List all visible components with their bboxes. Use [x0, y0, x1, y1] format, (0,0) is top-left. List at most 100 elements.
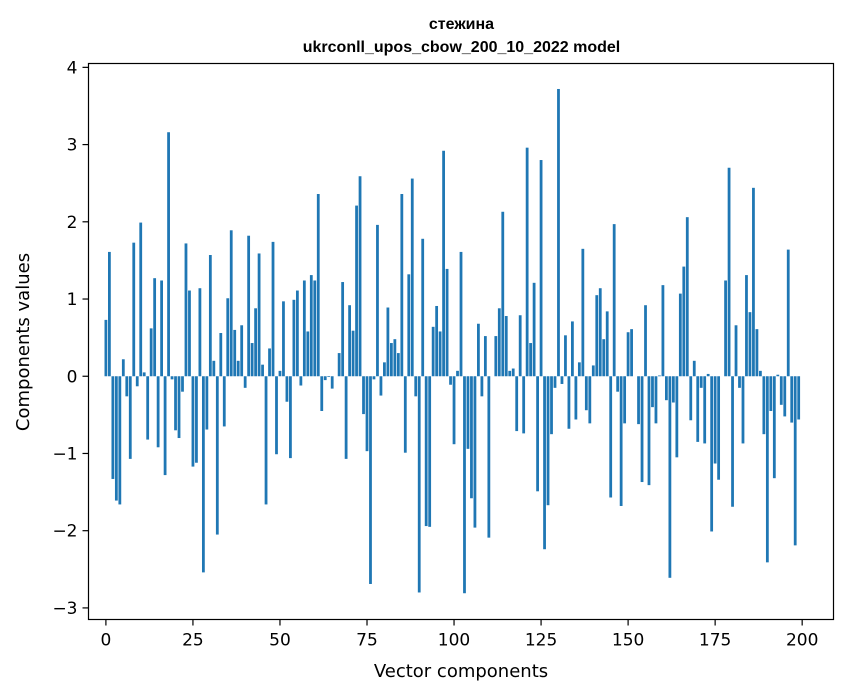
- bar: [602, 339, 606, 377]
- bar: [745, 275, 748, 377]
- bars-group: [104, 88, 801, 594]
- bar: [215, 376, 219, 535]
- bar: [452, 376, 456, 445]
- bar: [153, 278, 157, 377]
- bar: [685, 217, 689, 377]
- bar: [668, 376, 672, 578]
- bar: [348, 305, 351, 377]
- bar: [337, 353, 341, 377]
- bar: [177, 376, 181, 439]
- bar: [797, 376, 801, 420]
- bar: [424, 376, 428, 527]
- y-ticks-group: −3 −2 −1 0 1 2 3 4: [52, 58, 89, 619]
- bar: [247, 235, 251, 377]
- bar: [473, 376, 477, 528]
- bar: [226, 298, 230, 377]
- bar: [466, 376, 470, 449]
- bar: [762, 376, 766, 435]
- bar: [644, 305, 647, 377]
- y-tick-label: 0: [67, 367, 78, 387]
- bar: [410, 178, 414, 377]
- bar: [108, 251, 111, 377]
- bar: [696, 376, 700, 442]
- bar: [135, 376, 139, 387]
- bar: [393, 339, 397, 377]
- bar: [525, 147, 529, 377]
- bar: [557, 88, 560, 377]
- bar: [254, 308, 257, 377]
- bar: [407, 274, 411, 377]
- bar: [692, 360, 696, 377]
- bar: [170, 376, 174, 380]
- bar: [299, 376, 303, 386]
- bar: [504, 316, 508, 377]
- bar: [421, 238, 425, 377]
- bar: [609, 376, 613, 498]
- bar: [567, 376, 571, 429]
- x-tick-label: 200: [786, 631, 818, 651]
- bar: [146, 376, 150, 440]
- bar: [219, 333, 223, 377]
- bar: [396, 353, 400, 377]
- bar: [250, 343, 254, 377]
- bar: [383, 362, 386, 377]
- bar: [581, 248, 585, 377]
- bar: [264, 376, 268, 505]
- bar: [417, 376, 421, 593]
- bar: [584, 376, 588, 411]
- bar: [550, 376, 553, 435]
- bar: [647, 376, 651, 486]
- bar: [546, 376, 550, 506]
- bar: [188, 290, 191, 377]
- bar: [536, 376, 539, 492]
- bar: [671, 376, 675, 403]
- bar: [306, 331, 310, 377]
- bar: [289, 376, 292, 459]
- bar: [626, 332, 630, 377]
- bar: [710, 376, 714, 532]
- bar: [125, 376, 129, 397]
- bar: [532, 282, 536, 377]
- bar: [449, 376, 452, 385]
- bar: [191, 376, 195, 467]
- bar: [783, 376, 787, 417]
- bar: [111, 376, 115, 479]
- bar: [184, 243, 188, 377]
- bar: [414, 376, 418, 397]
- bar: [574, 376, 578, 420]
- bar: [651, 376, 654, 408]
- bar: [132, 242, 136, 377]
- bar: [201, 376, 205, 573]
- bar: [295, 290, 299, 377]
- y-tick-label: 1: [67, 290, 78, 310]
- bar: [522, 376, 526, 434]
- bar: [282, 301, 285, 377]
- bar: [483, 336, 487, 377]
- bar: [616, 376, 620, 392]
- bar: [114, 376, 118, 501]
- bar: [738, 376, 741, 388]
- bar: [658, 375, 661, 377]
- bar: [327, 376, 331, 378]
- bar: [772, 376, 776, 479]
- bar: [149, 328, 153, 377]
- bar: [487, 376, 491, 538]
- bar: [121, 359, 125, 377]
- bar: [630, 329, 633, 377]
- bar: [793, 376, 797, 546]
- bar: [181, 376, 184, 392]
- bar: [477, 323, 480, 377]
- bar: [480, 376, 484, 397]
- bar: [233, 329, 237, 377]
- bar: [257, 253, 261, 377]
- bar: [654, 376, 658, 424]
- bar: [661, 285, 665, 377]
- y-tick-label: −1: [52, 444, 77, 464]
- bar: [208, 255, 212, 377]
- bar: [365, 376, 369, 452]
- bar: [362, 376, 365, 415]
- bar: [316, 194, 320, 377]
- chart-title-line1: стежина: [429, 16, 494, 33]
- bar: [689, 376, 693, 421]
